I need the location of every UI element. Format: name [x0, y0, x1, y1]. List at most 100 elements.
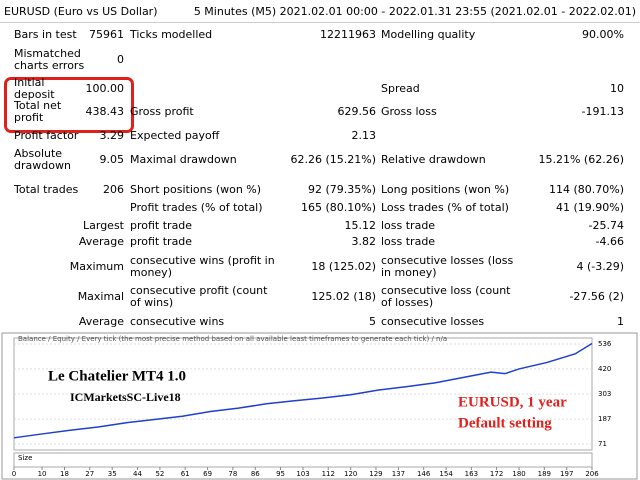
y-tick-label: 187: [598, 415, 611, 423]
x-tick-label: 180: [512, 470, 525, 478]
x-tick-label: 69: [203, 470, 212, 478]
field-value: 15.21% (62.26): [538, 153, 624, 166]
field-label: Gross loss: [381, 105, 437, 118]
field-value: 62.26 (15.21%): [290, 153, 376, 166]
x-tick-label: 206: [585, 470, 599, 478]
field-label: Gross profit: [130, 105, 194, 118]
field-value: 90.00%: [582, 28, 624, 41]
x-tick-label: 137: [392, 470, 405, 478]
x-tick-label: 78: [228, 470, 237, 478]
field-value: 9.05: [99, 153, 125, 166]
field-label: Absolute drawdown: [14, 147, 71, 172]
field-value: -4.66: [595, 235, 624, 248]
field-label: Initial deposit: [14, 76, 55, 101]
field-label: consecutive wins (profit in money): [130, 254, 275, 279]
field-value: Maximal: [77, 290, 124, 303]
field-label: Ticks modelled: [130, 28, 213, 41]
field-value: 3.29: [99, 129, 125, 142]
field-value: Maximum: [69, 260, 124, 273]
field-label: Short positions (won %): [130, 183, 262, 196]
symbol: EURUSD (Euro vs US Dollar): [4, 5, 158, 18]
field-value: -25.74: [588, 219, 624, 232]
annotation: Default setting: [458, 415, 552, 431]
field-label: Profit trades (% of total): [130, 201, 263, 214]
annotation: ICMarketsSC-Live18: [70, 390, 181, 404]
field-value: 206: [103, 183, 124, 196]
field-label: consecutive losses: [381, 315, 485, 328]
x-tick-label: 27: [85, 470, 94, 478]
field-value: 41 (19.90%): [555, 201, 624, 214]
x-tick-label: 35: [108, 470, 117, 478]
subtitle: Balance / Equity / Every tick (the most …: [18, 335, 447, 343]
x-tick-label: 61: [181, 470, 190, 478]
x-tick-label: 52: [155, 470, 164, 478]
field-value: 0: [117, 53, 124, 66]
x-tick-label: 129: [369, 470, 382, 478]
x-tick-label: 18: [60, 470, 69, 478]
x-tick-label: 86: [251, 470, 260, 478]
x-tick-label: 172: [490, 470, 503, 478]
field-label: Total trades: [14, 183, 79, 196]
field-value: 114 (80.70%): [548, 183, 624, 196]
x-tick-label: 120: [344, 470, 357, 478]
field-label: Maximal drawdown: [130, 153, 237, 166]
y-tick-label: 536: [598, 340, 612, 348]
x-tick-label: 10: [38, 470, 47, 478]
field-value: -191.13: [581, 105, 624, 118]
field-value: Largest: [83, 219, 124, 232]
balance-line: [13, 342, 593, 439]
size-panel: [13, 452, 593, 468]
field-value: 3.82: [351, 235, 377, 248]
field-value: 92 (79.35%): [307, 183, 376, 196]
field-value: 4 (-3.29): [576, 260, 624, 273]
field-label: Spread: [381, 82, 420, 95]
field-value: 75961: [89, 28, 124, 41]
field-label: Loss trades (% of total): [381, 201, 509, 214]
y-tick-label: 303: [598, 390, 611, 398]
field-label: Profit factor: [14, 129, 79, 142]
x-tick-label: 163: [465, 470, 478, 478]
x-tick-label: 197: [560, 470, 573, 478]
period: 5 Minutes (M5) 2021.02.01 00:00 - 2022.0…: [193, 5, 636, 18]
x-tick-label: 44: [133, 470, 142, 478]
field-label: consecutive losses (loss in money): [381, 254, 514, 279]
x-tick-label: 0: [12, 470, 16, 478]
field-value: 10: [610, 82, 624, 95]
field-value: 2.13: [351, 129, 377, 142]
x-tick-label: 112: [322, 470, 335, 478]
annotation: EURUSD, 1 year: [458, 394, 567, 410]
field-value: 100.00: [85, 82, 125, 95]
annotation: Le Chatelier MT4 1.0: [48, 368, 186, 384]
field-label: Bars in test: [14, 28, 77, 41]
field-value: -27.56 (2): [569, 290, 624, 303]
field-value: 1: [617, 315, 624, 328]
field-value: 18 (125.02): [311, 260, 376, 273]
x-tick-label: 146: [417, 470, 431, 478]
field-value: 15.12: [344, 219, 377, 232]
field-value: Average: [78, 235, 124, 248]
field-label: profit trade: [130, 235, 193, 248]
highlight-box: [4, 77, 134, 133]
field-label: Expected payoff: [130, 129, 220, 142]
y-tick-label: 71: [598, 440, 607, 448]
balance-chart: Balance / Equity / Every tick (the most …: [1, 332, 638, 480]
field-value: 125.02 (18): [311, 290, 376, 303]
field-value: 165 (80.10%): [300, 201, 376, 214]
field-value: 629.56: [337, 105, 377, 118]
x-tick-label: 95: [276, 470, 285, 478]
field-label: loss trade: [381, 219, 436, 232]
field-value: Average: [78, 315, 124, 328]
field-label: loss trade: [381, 235, 436, 248]
y-tick-label: 420: [598, 365, 611, 373]
x-tick-label: 103: [296, 470, 309, 478]
field-label: Modelling quality: [381, 28, 476, 41]
field-value: 5: [369, 315, 376, 328]
size-label: Size: [18, 454, 32, 462]
field-value: 12211963: [320, 28, 376, 41]
field-label: consecutive loss (count of losses): [381, 284, 511, 309]
field-label: profit trade: [130, 219, 193, 232]
field-label: consecutive wins: [130, 315, 225, 328]
x-tick-label: 189: [538, 470, 551, 478]
field-value: 438.43: [85, 105, 125, 118]
